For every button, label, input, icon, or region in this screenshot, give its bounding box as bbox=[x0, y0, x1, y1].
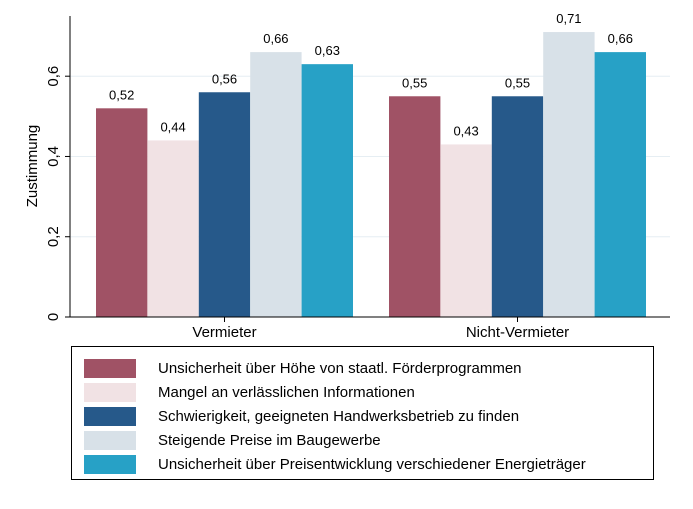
x-tick-label: Nicht-Vermieter bbox=[466, 324, 569, 341]
bar-value-label: 0,55 bbox=[402, 75, 427, 90]
legend-swatch bbox=[84, 358, 136, 378]
bar-value-label: 0,44 bbox=[160, 119, 185, 134]
y-tick-label: 0,2 bbox=[45, 226, 62, 247]
legend-swatch bbox=[84, 406, 136, 426]
bars bbox=[96, 32, 646, 318]
bar bbox=[250, 52, 302, 318]
y-ticks: 0 0,2 0,4 0,6 bbox=[45, 66, 70, 321]
bar bbox=[198, 92, 251, 318]
bar-value-label: 0,63 bbox=[315, 43, 340, 58]
bar bbox=[389, 96, 441, 318]
legend-label: Unsicherheit über Höhe von staatl. Förde… bbox=[158, 359, 522, 377]
legend: Unsicherheit über Höhe von staatl. Förde… bbox=[71, 346, 654, 480]
bar bbox=[147, 140, 199, 317]
y-tick-label: 0,4 bbox=[45, 146, 62, 167]
legend-item: Steigende Preise im Baugewerbe bbox=[84, 429, 381, 451]
bar-value-label: 0,66 bbox=[608, 31, 633, 46]
value-labels: 0,52 0,44 0,56 0,66 0,63 0,55 0,43 0,55 0,71 0,66 bbox=[109, 11, 633, 138]
legend-label: Schwierigkeit, geeigneten Handwerksbetri… bbox=[158, 407, 520, 425]
legend-swatch bbox=[84, 454, 136, 474]
bar bbox=[301, 64, 353, 317]
bar bbox=[440, 144, 492, 317]
legend-item: Unsicherheit über Preisentwicklung versc… bbox=[84, 453, 586, 475]
legend-swatch bbox=[84, 430, 136, 450]
bar-value-label: 0,56 bbox=[212, 71, 237, 86]
y-tick-label: 0,6 bbox=[45, 66, 62, 87]
legend-label: Unsicherheit über Preisentwicklung versc… bbox=[158, 455, 586, 473]
bar-value-label: 0,52 bbox=[109, 87, 134, 102]
bar bbox=[594, 52, 646, 318]
legend-item: Schwierigkeit, geeigneten Handwerksbetri… bbox=[84, 405, 519, 427]
legend-label: Steigende Preise im Baugewerbe bbox=[158, 431, 381, 449]
y-tick-label: 0 bbox=[45, 313, 62, 321]
bar bbox=[96, 108, 148, 317]
x-tick-labels: Vermieter Nicht-Vermieter bbox=[192, 317, 569, 341]
bar bbox=[543, 32, 595, 317]
x-tick-label: Vermieter bbox=[192, 324, 256, 341]
bar-value-label: 0,55 bbox=[505, 75, 530, 90]
bar-value-label: 0,66 bbox=[263, 31, 288, 46]
bar bbox=[491, 96, 544, 318]
bar-value-label: 0,71 bbox=[556, 11, 581, 26]
y-axis-label: Zustimmung bbox=[24, 125, 41, 208]
legend-item: Unsicherheit über Höhe von staatl. Förde… bbox=[84, 357, 522, 379]
legend-item: Mangel an verlässlichen Informationen bbox=[84, 381, 415, 403]
bar-value-label: 0,43 bbox=[453, 123, 478, 138]
legend-swatch bbox=[84, 382, 136, 402]
legend-label: Mangel an verlässlichen Informationen bbox=[158, 383, 415, 401]
